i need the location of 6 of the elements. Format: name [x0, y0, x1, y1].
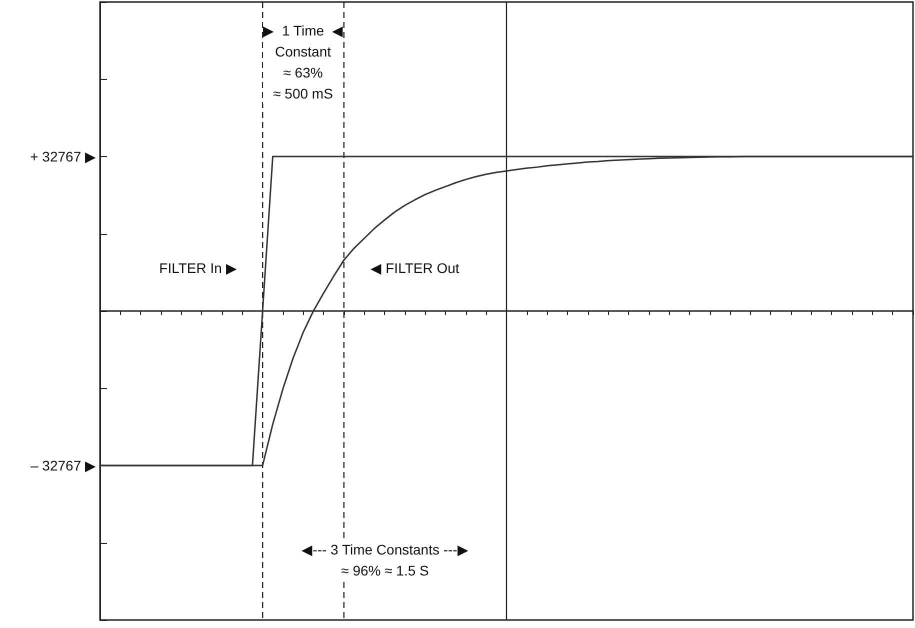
annotation: FILTER In ▶ — [159, 260, 237, 276]
annotation: ◀ FILTER Out — [370, 260, 460, 276]
y-tick-label: + 32767 ▶ — [30, 148, 96, 164]
y-tick-label: – 32767 ▶ — [30, 458, 96, 474]
annotation: ▶ 1 Time ◀ Constant ≈ 63% ≈ 500 mS — [263, 22, 343, 102]
annotation: ◀--- 3 Time Constants ---▶ ≈ 96% ≈ 1.5 S — [302, 542, 468, 578]
